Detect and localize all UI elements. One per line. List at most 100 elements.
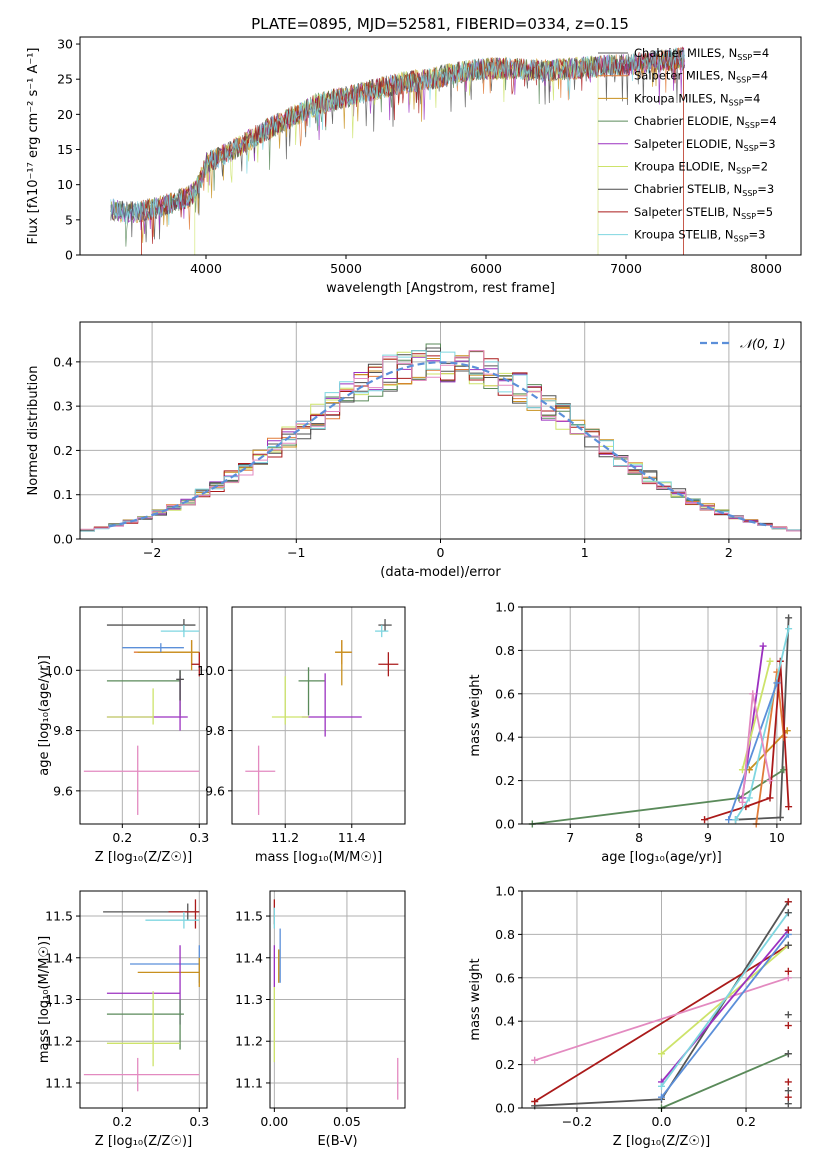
mass_vs_Z-xlabel: Z [log₁₀(Z/Z☉)]	[95, 1134, 192, 1149]
weight_vs_Z-stack-marker-5	[784, 1022, 792, 1030]
weight_vs_Z-marker-2-0	[531, 1056, 539, 1064]
mass_vs_ebv-xtick-label: 0.05	[333, 1114, 361, 1129]
residual_histogram-xtick-label: −2	[143, 545, 161, 560]
spectrum-ytick-label: 10	[57, 177, 73, 192]
normal-curve	[108, 361, 773, 528]
legend-entry-8: Kroupa STELIB, NSSP=3	[634, 228, 765, 244]
weight_vs_Z-marker-5-0	[658, 1082, 665, 1090]
mass_vs_Z-xtick-label: 0.3	[189, 1114, 209, 1129]
weight_vs_Z-xtick-label: 0.0	[652, 1114, 672, 1129]
histogram-series-9	[80, 350, 801, 532]
mass_vs_Z-ytick-label: 11.1	[45, 1075, 73, 1090]
weight_vs_Z-chart: −0.2 0.0 0.2 0.0 0.2 0.4 0.6 0.8 1.0 Z [log₁₀(Z/Z…	[468, 884, 802, 1149]
spectrum-xtick-label: 8000	[750, 261, 782, 276]
weight_vs_Z-ytick-label: 0.6	[495, 970, 515, 985]
weight_vs_Z-stack-marker-3	[784, 1078, 792, 1086]
weight_vs_age-ytick-label: 0.6	[495, 686, 515, 701]
weight_vs_Z-stack-marker-2	[784, 1087, 792, 1095]
weight_vs_Z-stack-marker-9	[784, 926, 792, 934]
age_vs_mass-chart: 11.2 11.4 9.6 9.8 10.0 mass [log₁₀(M/M☉)]	[197, 606, 406, 865]
weight_vs_age-ytick-label: 1.0	[495, 600, 515, 615]
age_vs_Z-ytick-label: 10.0	[45, 663, 73, 678]
mass_vs_ebv-xtick-label: 0.00	[260, 1114, 288, 1129]
weight_vs_age-marker-2-1	[759, 642, 767, 650]
weight_vs_age-marker-8-0	[725, 816, 733, 824]
age_vs_Z-ytick-label: 9.6	[53, 783, 73, 798]
weight_vs_age-ylabel: mass weight	[468, 674, 483, 756]
weight_vs_age-marker-9-0	[738, 798, 746, 806]
spectrum-xlabel: wavelength [Angstrom, rest frame]	[326, 281, 555, 296]
spectrum-ytick-label: 15	[57, 142, 73, 157]
mass_vs_Z-ytick-label: 11.4	[45, 950, 73, 965]
weight_vs_age-frame	[521, 606, 802, 825]
legend-entry-5: Kroupa ELODIE, NSSP=2	[634, 160, 768, 176]
weight_vs_Z-stack-marker-10	[784, 909, 792, 917]
weight_vs_age-xlabel: age [log₁₀(age/yr)]	[601, 850, 722, 865]
spectrum-ytick-label: 20	[57, 107, 73, 122]
weight_vs_age-marker-9-2	[766, 777, 774, 785]
mass_vs_ebv-ytick-label: 11.2	[235, 1034, 263, 1049]
age_vs_mass-xlabel: mass [log₁₀(M/M☉)]	[255, 850, 382, 865]
mass_vs_ebv-ytick-label: 11.4	[235, 950, 263, 965]
age_vs_Z-xtick-label: 0.2	[112, 830, 132, 845]
legend-entry-4: Salpeter ELODIE, NSSP=3	[634, 137, 776, 153]
weight_vs_Z-ytick-label: 0.4	[495, 1014, 515, 1029]
age_vs_Z-frame	[79, 606, 208, 825]
weight_vs_Z-marker-7-0	[658, 1093, 665, 1101]
weight_vs_Z-series-5	[660, 912, 790, 1087]
age_vs_mass-ytick-label: 9.8	[205, 723, 225, 738]
age_vs_mass-ytick-label: 10.0	[197, 663, 225, 678]
spectrum-frame	[79, 36, 802, 256]
weight_vs_Z-ytick-label: 0.2	[495, 1057, 515, 1072]
spectrum-xtick-label: 4000	[190, 261, 222, 276]
spectrum-series-kroupa-stelib	[110, 47, 685, 226]
weight_vs_age-marker-6-2	[766, 794, 774, 802]
spectrum-ylabel: Flux [fλ10⁻¹⁷ erg cm⁻² s⁻¹ A⁻¹]	[26, 48, 41, 245]
weight_vs_Z-stack-marker-11	[784, 898, 792, 906]
weight_vs_Z-series-6	[661, 1052, 789, 1109]
residual_histogram-ylabel: Normed distribution	[26, 366, 41, 496]
weight_vs_Z-series-2	[534, 976, 789, 1062]
weight_vs_Z-stack-marker-6	[784, 1011, 792, 1019]
weight_vs_Z-ytick-label: 0.0	[495, 1101, 515, 1116]
weight_vs_age-series-8	[727, 682, 778, 820]
age_vs_mass-xtick-label: 11.2	[271, 830, 299, 845]
mass_vs_Z-ylabel: mass [log₁₀(M/M☉)]	[37, 936, 52, 1063]
age_vs_Z-ylabel: age [log₁₀(age/yr)]	[37, 655, 52, 776]
spectrum-legend: Chabrier MILES, NSSP=4 Salpeter MILES, NS…	[598, 46, 777, 244]
age_vs_Z-xtick-label: 0.3	[189, 830, 209, 845]
weight_vs_age-marker-0-1	[776, 813, 784, 821]
legend-entry-0: Chabrier MILES, NSSP=4	[634, 46, 769, 62]
weight_vs_Z-stack-marker-8	[784, 941, 792, 949]
spectrum-ytick-label: 5	[65, 212, 73, 227]
weight_vs_age-marker-6-4	[785, 803, 793, 811]
weight_vs_Z-xtick-label: −0.2	[562, 1114, 592, 1129]
weight_vs_Z-stack-marker-0	[784, 1100, 792, 1108]
residual_histogram-xtick-label: 2	[725, 545, 733, 560]
age_vs_mass-frame	[231, 606, 406, 825]
residual_histogram-xlabel: (data-model)/error	[380, 565, 501, 580]
weight_vs_age-marker-6-0	[701, 816, 709, 824]
spectrum-ytick-label: 25	[57, 72, 73, 87]
age_vs_mass-ytick-label: 9.6	[205, 783, 225, 798]
weight_vs_Z-marker-3-0	[658, 1050, 665, 1058]
weight_vs_Z-ytick-label: 1.0	[495, 884, 515, 899]
residual_histogram-ytick-label: 0.2	[53, 443, 73, 458]
residual_histogram-ytick-label: 0.1	[53, 487, 73, 502]
legend-entry-7: Salpeter STELIB, NSSP=5	[634, 205, 773, 221]
weight_vs_Z-xlabel: Z [log₁₀(Z/Z☉)]	[613, 1134, 710, 1149]
mass_vs_Z-xtick-label: 0.2	[112, 1114, 132, 1129]
weight_vs_age-xtick-label: 9	[704, 830, 712, 845]
weight_vs_age-ytick-label: 0.4	[495, 730, 515, 745]
legend-entry-6: Chabrier STELIB, NSSP=3	[634, 182, 774, 198]
mass_vs_ebv-ytick-label: 11.3	[235, 992, 263, 1007]
age_vs_Z-chart: 0.2 0.3 9.6 9.8 10.0 Z [log₁₀(Z/Z☉)] age [log₁…	[37, 606, 209, 865]
weight_vs_age-marker-9-1	[749, 690, 757, 698]
mass_vs_Z-ytick-label: 11.2	[45, 1034, 73, 1049]
weight_vs_age-marker-7-0	[732, 816, 740, 824]
weight_vs_age-marker-7-2	[785, 625, 793, 633]
spectrum-xtick-label: 5000	[330, 261, 362, 276]
weight_vs_Z-xtick-label: 0.2	[736, 1114, 756, 1129]
residual_histogram-ytick-label: 0.3	[53, 399, 73, 414]
